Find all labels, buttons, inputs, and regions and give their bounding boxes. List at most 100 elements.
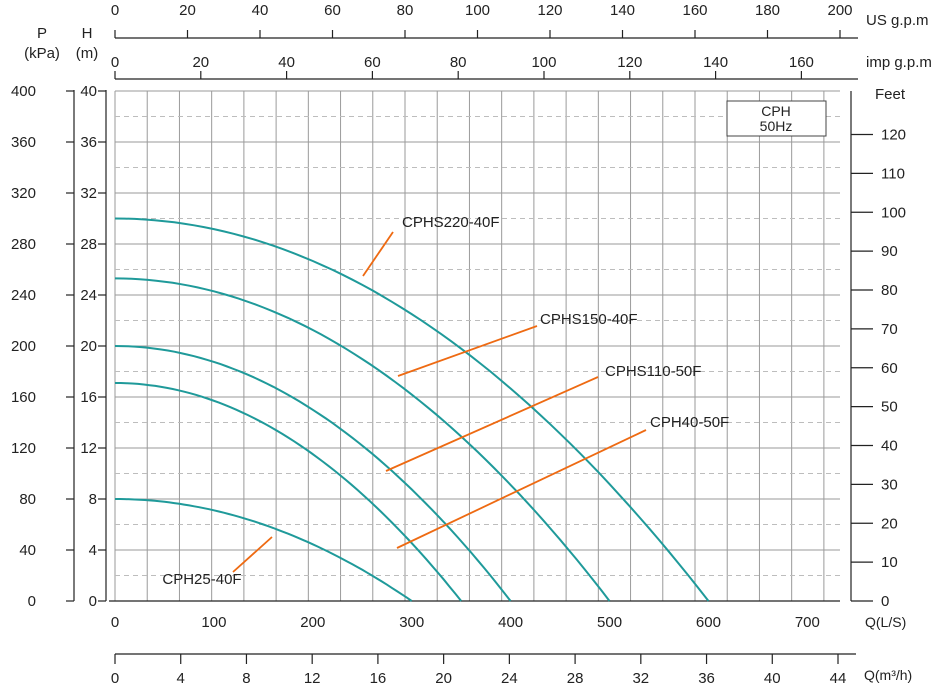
pressure-tick-label: 320 [11,185,36,202]
head-tick-label: 16 [80,389,97,406]
flow-tick-label: 600 [696,614,721,631]
series-label-cph25-40f: CPH25-40F [162,571,241,588]
flow-tick-label: 300 [399,614,424,631]
head-tick-label: 8 [89,491,97,508]
pressure-tick-label: 160 [11,389,36,406]
imp-gpm-tick-label: 40 [278,54,295,71]
head-tick-label: 20 [80,338,97,355]
imp-gpm-axis-label: imp g.p.m [866,54,932,71]
pressure-tick-label: 0 [28,593,36,610]
imp-gpm-tick-label: 160 [789,54,814,71]
badge-box [726,100,827,137]
head-tick-label: 4 [89,542,97,559]
feet-tick-label: 70 [881,321,898,338]
imp-gpm-tick-label: 120 [617,54,642,71]
curve-cph25-40f [115,498,413,602]
head-tick-label: 32 [80,185,97,202]
leader-cph40-50f [396,429,647,549]
head-tick-label: 28 [80,236,97,253]
feet-tick-label: 100 [881,204,906,221]
us-gpm-tick-label: 200 [827,2,852,19]
m3h-tick-label: 44 [830,670,847,687]
feet-tick-label: 20 [881,515,898,532]
feet-tick-label: 60 [881,360,898,377]
imp-gpm-tick-label: 100 [531,54,556,71]
pressure-tick-label: 120 [11,440,36,457]
axes [66,30,873,664]
curve-cphs220-40f [114,217,710,602]
feet-tick-label: 10 [881,554,898,571]
pressure-tick-label: 280 [11,236,36,253]
feet-tick-label: 110 [881,165,905,182]
feet-tick-label: 30 [881,476,898,493]
flow-tick-label: 200 [300,614,325,631]
flow-tick-label: 0 [111,614,119,631]
imp-gpm-tick-label: 20 [192,54,209,71]
m3h-tick-label: 8 [242,670,250,687]
performance-curves [114,217,710,602]
flow-tick-label: 700 [795,614,820,631]
curve-leader-lines [232,231,647,573]
head-tick-label: 0 [89,593,97,610]
pressure-tick-label: 200 [11,338,36,355]
series-label-cphs150-40f: CPHS150-40F [540,311,638,328]
us-gpm-tick-label: 120 [537,2,562,19]
leader-cph25-40f [232,536,273,573]
badge-model: CPH [761,103,791,119]
pressure-axis-label: P [37,25,47,42]
pressure-tick-label: 80 [19,491,36,508]
pressure-tick-label: 40 [19,542,36,559]
series-label-cphs220-40f: CPHS220-40F [402,214,500,231]
feet-tick-label: 0 [881,593,889,610]
m3h-tick-label: 20 [435,670,452,687]
leader-cphs110-50f [385,376,599,472]
curve-cph40-50f [115,382,462,602]
us-gpm-tick-label: 140 [610,2,635,19]
series-label-cphs110-50f: CPHS110-50F [605,363,701,380]
us-gpm-tick-label: 160 [682,2,707,19]
us-gpm-tick-label: 40 [252,2,269,19]
imp-gpm-tick-label: 0 [111,54,119,71]
head-tick-label: 40 [80,83,97,100]
imp-gpm-tick-label: 80 [450,54,467,71]
series-labels: CPHS220-40F CPHS150-40F CPHS110-50F CPH40-5… [162,214,729,588]
badge-frequency: 50Hz [760,118,793,134]
imp-gpm-tick-label: 60 [364,54,381,71]
series-label-cph40-50f: CPH40-50F [650,414,729,431]
model-badge: CPH 50Hz [726,100,827,137]
m3h-tick-label: 16 [370,670,387,687]
feet-tick-label: 40 [881,438,898,455]
feet-tick-label: 50 [881,399,898,416]
feet-tick-label: 80 [881,282,898,299]
m3h-tick-label: 32 [632,670,649,687]
pressure-tick-label: 400 [11,83,36,100]
flow-tick-label: 500 [597,614,622,631]
m3h-tick-label: 12 [304,670,321,687]
us-gpm-tick-label: 80 [397,2,414,19]
flow-tick-label: 100 [201,614,226,631]
us-gpm-tick-label: 180 [755,2,780,19]
m3h-axis-label: Q(m³/h) [864,667,912,683]
head-axis-unit: (m) [76,45,99,62]
head-axis-label: H [82,25,93,42]
us-gpm-tick-label: 100 [465,2,490,19]
head-tick-label: 24 [80,287,97,304]
head-tick-label: 12 [80,440,97,457]
grid [114,90,840,602]
m3h-tick-label: 4 [177,670,185,687]
head-tick-label: 36 [80,134,97,151]
m3h-tick-label: 0 [111,670,119,687]
us-gpm-tick-label: 0 [111,2,119,19]
m3h-tick-label: 24 [501,670,518,687]
us-gpm-tick-label: 60 [324,2,341,19]
m3h-tick-label: 28 [567,670,584,687]
us-gpm-tick-label: 20 [179,2,196,19]
m3h-tick-label: 40 [764,670,781,687]
m3h-tick-label: 36 [698,670,715,687]
feet-tick-label: 90 [881,243,898,260]
pressure-tick-label: 360 [11,134,36,151]
curve-cphs110-50f [114,345,512,602]
feet-axis-label: Feet [875,86,906,103]
imp-gpm-tick-label: 140 [703,54,728,71]
